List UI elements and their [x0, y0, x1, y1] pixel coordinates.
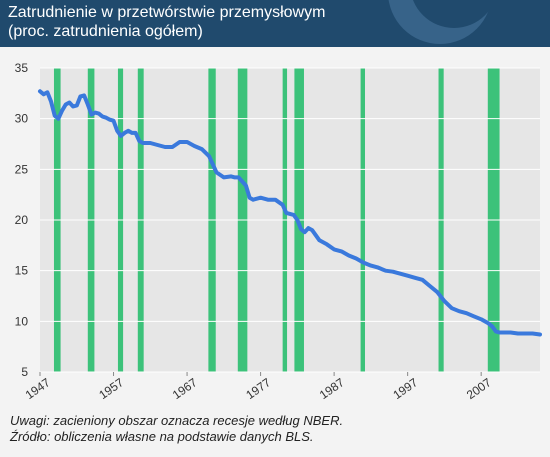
x-tick-label: 1967	[170, 375, 200, 402]
chart-title: Zatrudnienie w przetwórstwie przemysłowy…	[8, 4, 326, 21]
x-tick-label: 1987	[317, 375, 347, 402]
y-tick-label: 5	[21, 365, 28, 379]
y-tick-label: 10	[15, 314, 29, 328]
x-tick-label: 1947	[23, 375, 53, 402]
y-tick-label: 25	[15, 162, 29, 176]
footnote-source: Źródło: obliczenia własne na podstawie d…	[10, 429, 314, 444]
chart-subtitle: (proc. zatrudnienia ogółem)	[8, 23, 203, 40]
y-tick-label: 30	[15, 112, 29, 126]
x-tick-label: 1957	[96, 375, 126, 402]
x-tick-label: 2007	[464, 375, 494, 402]
x-axis-ticks: 1947 1957 1967 1977 1987 1997 2007	[23, 372, 494, 402]
x-tick-label: 1997	[390, 375, 420, 402]
y-tick-label: 15	[15, 264, 29, 278]
series-line	[38, 89, 542, 337]
footnote-note: Uwagi: zacieniony obszar oznacza recesje…	[10, 413, 344, 428]
y-tick-label: 20	[15, 213, 29, 227]
grid-lines	[40, 67, 540, 373]
logo-icon	[388, 0, 490, 44]
y-axis-ticks: 5 10 15 20 25 30 35	[15, 61, 29, 379]
chart-header: Zatrudnienie w przetwórstwie przemysłowy…	[0, 0, 550, 47]
chart-footer: Uwagi: zacieniony obszar oznacza recesje…	[10, 413, 540, 445]
line-chart: 5 10 15 20 25 30 35 1947 1957 1967 1977 1987 1997 20…	[15, 61, 542, 402]
x-tick-label: 1977	[243, 375, 273, 402]
y-tick-label: 35	[15, 61, 29, 75]
